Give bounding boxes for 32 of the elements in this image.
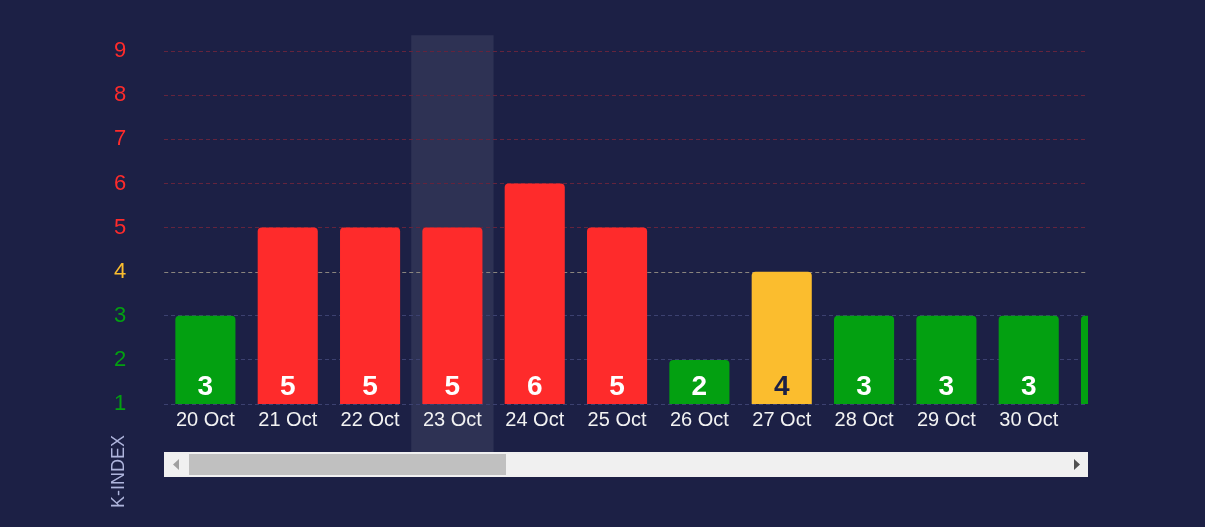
- x-tick-label: 29 Oct: [916, 407, 977, 430]
- data-label: 3: [1020, 370, 1037, 401]
- data-label: 4: [773, 370, 790, 401]
- data-label: 5: [362, 370, 378, 401]
- y-tick-label: 7: [113, 125, 127, 151]
- x-tick-label: 20 Oct: [175, 407, 236, 430]
- data-label: 5: [444, 370, 461, 401]
- x-tick-label: 22 Oct: [340, 407, 400, 430]
- x-tick-label: 21 Oct: [258, 407, 318, 430]
- data-label: 5: [609, 370, 625, 401]
- y-tick-label: 4: [113, 257, 127, 283]
- data-label: 3: [197, 370, 214, 401]
- data-label: 6: [526, 370, 543, 401]
- y-tick-label: 8: [113, 81, 127, 107]
- y-tick-label: 1: [113, 390, 127, 416]
- data-label: 2: [691, 370, 708, 401]
- y-tick-label: 2: [113, 345, 127, 371]
- data-label: 5: [279, 370, 296, 401]
- y-tick-label: 9: [113, 37, 127, 63]
- y-tick-label: 6: [113, 169, 127, 195]
- x-tick-label: 26 Oct: [669, 407, 730, 430]
- y-axis-title: K-INDEX: [108, 435, 128, 509]
- x-tick-label: 23 Oct: [422, 407, 483, 430]
- x-tick-label: 27 Oct: [752, 407, 812, 430]
- y-tick-label: 5: [113, 213, 127, 239]
- x-tick-label: 28 Oct: [834, 407, 894, 430]
- x-tick-label: 24 Oct: [505, 407, 565, 430]
- y-tick-label: 3: [113, 301, 127, 327]
- data-label: 3: [856, 370, 872, 401]
- data-label: 3: [938, 370, 955, 401]
- x-tick-label: 25 Oct: [587, 407, 647, 430]
- x-tick-label: 30 Oct: [999, 407, 1059, 430]
